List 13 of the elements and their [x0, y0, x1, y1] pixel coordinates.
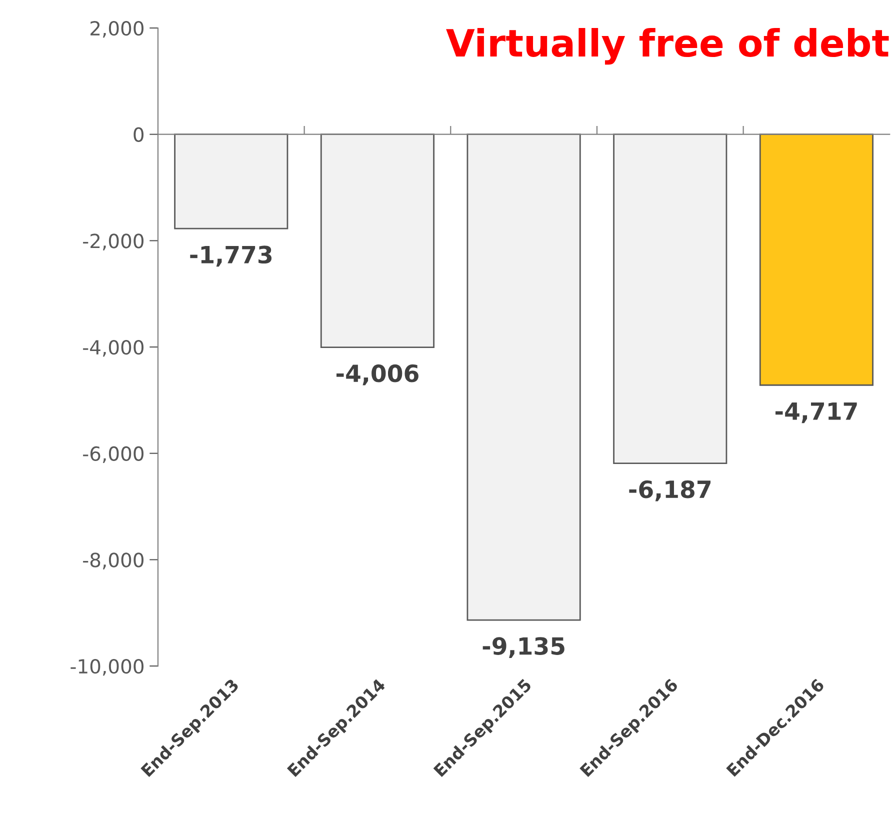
- data-label: -1,773: [190, 246, 272, 267]
- data-label: -6,187: [629, 480, 710, 502]
- chart-title: Virtually free of debt: [446, 28, 889, 65]
- data-label: -4,006: [336, 364, 418, 386]
- data-label: -4,717: [776, 402, 857, 424]
- y-tick-label: -2,000: [83, 234, 144, 250]
- y-tick-label: -10,000: [70, 658, 144, 676]
- y-tick-label: -8,000: [83, 552, 144, 570]
- data-label: -9,135: [482, 637, 564, 658]
- y-tick-label: -6,000: [83, 446, 144, 463]
- y-tick-label: 2,000: [90, 20, 144, 38]
- y-tick-label: 0: [134, 127, 144, 142]
- y-tick-label: -4,000: [83, 340, 144, 357]
